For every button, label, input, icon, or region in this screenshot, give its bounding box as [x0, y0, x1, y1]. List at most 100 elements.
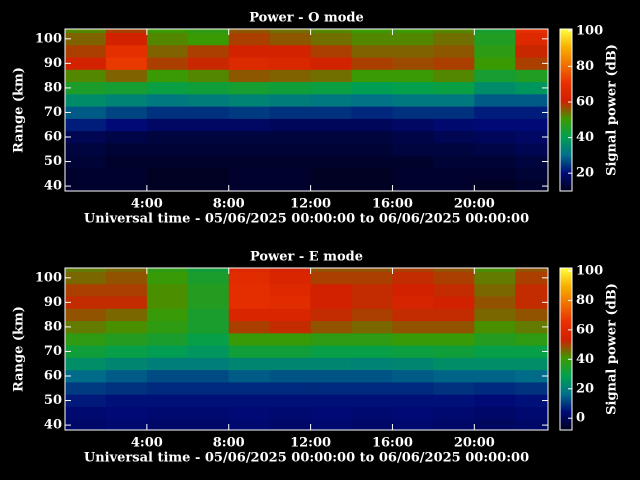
heat-cell [146, 268, 189, 272]
heat-cell [392, 81, 434, 95]
heat-cell [515, 155, 549, 168]
heat-cell [392, 333, 434, 346]
heat-cell [228, 345, 270, 358]
heat-cell [351, 118, 393, 132]
heat-cell [310, 308, 352, 322]
heat-cell [515, 283, 549, 297]
x-tick-label: 20:00 [454, 436, 495, 451]
heat-cell [105, 106, 148, 119]
heat-cell [433, 130, 475, 144]
heat-cell [433, 394, 475, 407]
heat-cell [269, 143, 311, 156]
heat-cell [65, 369, 107, 383]
heat-cell [433, 29, 475, 33]
heat-cell [310, 357, 352, 371]
heat-cell [392, 271, 434, 285]
heat-cell [228, 394, 270, 407]
heat-cell [146, 418, 189, 431]
heat-cell [65, 118, 107, 132]
heat-cell [433, 32, 475, 46]
heat-cell [228, 296, 270, 309]
heat-cell [474, 418, 516, 431]
heat-cell [146, 106, 189, 119]
heat-cell [392, 308, 434, 322]
heat-cell [474, 32, 516, 46]
heat-cell [433, 271, 475, 285]
heat-cell [433, 143, 475, 156]
heat-cell [269, 308, 311, 322]
heat-cell [105, 44, 148, 58]
heat-cell [187, 406, 230, 420]
heat-cell [515, 268, 549, 272]
heat-cell [433, 333, 475, 346]
heat-cell [269, 118, 311, 132]
heat-cell [433, 357, 475, 371]
heat-cell [269, 333, 311, 346]
x-tick-label: 4:00 [131, 197, 163, 212]
heat-cell [310, 382, 352, 395]
heat-cell [392, 118, 434, 132]
heat-cell [228, 32, 270, 46]
heat-cell [187, 345, 230, 358]
heat-cell [310, 81, 352, 95]
heat-cell [105, 382, 148, 395]
heat-cell [474, 143, 516, 156]
heat-cell [105, 345, 148, 358]
heat-cell [269, 369, 311, 383]
heat-cell [310, 167, 352, 181]
heat-cell [105, 333, 148, 346]
heat-cell [269, 283, 311, 297]
heat-cell [65, 81, 107, 95]
y-tick-label: 80 [44, 319, 62, 334]
heat-cell [392, 283, 434, 297]
colorbar-tick-label: 100 [576, 23, 603, 38]
heat-cell [146, 69, 189, 83]
heat-cell [433, 94, 475, 107]
heat-cell [65, 167, 107, 181]
heat-cell [351, 81, 393, 95]
heat-cell [351, 345, 393, 358]
heat-cell [474, 44, 516, 58]
heat-cell [146, 382, 189, 395]
heat-cell [187, 268, 230, 272]
heat-cell [228, 57, 270, 70]
heat-cell [433, 283, 475, 297]
colorbar-tick-label: 0 [576, 411, 585, 426]
heat-cell [65, 44, 107, 58]
heat-cell [474, 345, 516, 358]
heat-cell [474, 118, 516, 132]
heat-cell [351, 57, 393, 70]
heat-cell [228, 418, 270, 431]
heat-cell [474, 382, 516, 395]
heat-cell [515, 44, 549, 58]
heat-cell [474, 357, 516, 371]
x-tick-label: 8:00 [213, 197, 245, 212]
heat-cell [310, 418, 352, 431]
heat-cell [433, 81, 475, 95]
heat-cell [228, 167, 270, 181]
heat-cell [310, 394, 352, 407]
heat-cell [269, 179, 311, 192]
y-tick-label: 100 [35, 270, 62, 285]
heat-cell [515, 296, 549, 309]
heat-cell [65, 406, 107, 420]
heat-cell [392, 382, 434, 395]
colorbar-tick-label: 20 [576, 166, 594, 181]
heat-cell [310, 320, 352, 334]
heat-cell [105, 406, 148, 420]
heat-cell [105, 57, 148, 70]
heat-cell [433, 320, 475, 334]
heat-cell [65, 155, 107, 168]
heat-cell [65, 106, 107, 119]
heat-cell [187, 283, 230, 297]
heat-cell [310, 130, 352, 144]
heat-cell [433, 418, 475, 431]
heat-cell [433, 296, 475, 309]
heat-cell [392, 29, 434, 33]
heat-cell [433, 106, 475, 119]
heat-cell [351, 394, 393, 407]
heat-cell [392, 155, 434, 168]
heat-cell [310, 118, 352, 132]
heat-cell [310, 57, 352, 70]
